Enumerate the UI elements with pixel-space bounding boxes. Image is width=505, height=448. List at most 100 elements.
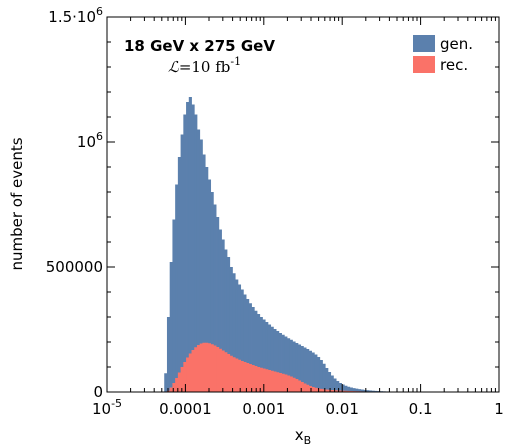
bar-rec-41 [276,372,280,392]
bar-gen-16 [207,179,212,392]
bar-rec-2 [169,387,173,392]
bar-gen-52 [306,349,310,392]
bar-rec-37 [265,369,269,392]
bar-rec-4 [175,378,179,392]
bar-rec-51 [303,383,307,392]
bar-gen-55 [314,354,318,392]
bar-gen-71 [357,389,362,393]
bar-gen-25 [232,273,236,392]
bar-gen-26 [235,279,239,392]
bar-rec-58 [322,389,326,392]
bar-gen-41 [276,331,280,392]
bar-gen-9 [188,97,192,392]
bar-gen-44 [284,336,288,392]
bar-gen-56 [317,357,321,392]
luminosity-unit-exponent: -1 [230,55,241,68]
bar-rec-26 [235,358,239,392]
bar-gen-73 [363,389,367,393]
bar-rec-23 [226,354,231,392]
bar-rec-33 [254,366,258,392]
series-gen [164,97,424,393]
bar-rec-3 [172,383,176,392]
bar-gen-75 [368,390,372,392]
y-tick-label-0: 0 [93,383,103,401]
bar-rec-5 [177,372,181,392]
bar-gen-65 [341,384,345,392]
bar-gen-58 [322,363,326,392]
bar-rec-28 [240,361,244,392]
bar-rec-52 [306,384,310,392]
bar-gen-51 [303,347,307,392]
legend-swatch-gen [413,35,435,52]
bar-rec-22 [224,352,228,392]
bar-gen-36 [262,319,266,392]
bar-gen-28 [240,289,244,392]
bar-gen-8 [186,102,190,392]
bar-gen-48 [295,343,299,392]
bar-rec-63 [336,390,340,393]
legend-label-gen: gen. [440,35,473,53]
bar-gen-67 [347,386,351,392]
bar-gen-61 [330,375,334,392]
bar-rec-47 [292,377,296,392]
bar-rec-7 [183,362,187,392]
x-axis-label: xB [295,426,311,447]
bar-rec-19 [216,347,220,392]
plot-frame [106,16,500,393]
bar-gen-34 [256,314,261,392]
bar-gen-19 [216,217,220,392]
bar-gen-72 [360,389,364,392]
annotation-luminosity: ℒ=10 fb-1 [168,55,241,76]
x-tick-label-4: 0.1 [409,400,433,418]
bar-gen-77 [374,390,378,393]
bar-rec-34 [256,367,261,392]
bar-rec-59 [325,389,329,392]
bar-gen-46 [289,339,293,392]
bar-rec-13 [199,343,203,392]
bar-gen-76 [371,390,375,392]
bar-gen-49 [297,344,302,392]
annotation-energy: 18 GeV x 275 GeV [124,37,275,55]
bar-gen-35 [259,317,263,392]
bar-rec-42 [278,373,282,392]
series-rec [164,342,416,393]
bar-gen-17 [210,192,214,392]
bar-gen-38 [267,324,272,392]
bar-gen-33 [254,310,258,392]
axis-ticks: 10-5 0.0001 0.001 0.01 0.1 1 0 500000 106 1.5·106 [46,5,504,418]
bar-rec-1 [166,390,171,392]
bar-gen-4 [175,184,179,392]
bar-rec-54 [311,387,315,392]
bar-gen-40 [273,329,277,392]
bar-gen-69 [352,388,356,393]
x-tick-label-0: 10-5 [92,397,122,418]
bar-rec-31 [248,364,252,392]
bar-gen-6 [180,134,184,392]
legend: gen. rec. [413,35,473,74]
bar-gen-47 [292,341,296,392]
bar-rec-40 [273,371,277,392]
bar-gen-45 [287,338,291,392]
bar-rec-57 [319,388,323,393]
bar-rec-45 [287,375,291,392]
bar-gen-7 [183,114,187,392]
bar-gen-59 [325,368,329,392]
bar-rec-50 [300,382,304,392]
bar-gen-20 [218,229,222,392]
bar-rec-65 [341,390,345,392]
bar-gen-30 [246,299,250,392]
bar-gen-39 [270,326,274,392]
bar-rec-64 [338,390,342,392]
bar-gen-31 [248,303,252,392]
bar-gen-57 [319,360,323,392]
bar-rec-25 [232,357,236,392]
bar-rec-35 [259,367,263,392]
bar-gen-22 [224,249,228,392]
bar-rec-16 [207,343,212,392]
bar-rec-12 [196,345,201,392]
bar-gen-27 [237,284,242,392]
bar-gen-18 [213,204,217,392]
bar-rec-30 [246,363,250,392]
bar-rec-27 [237,359,242,392]
